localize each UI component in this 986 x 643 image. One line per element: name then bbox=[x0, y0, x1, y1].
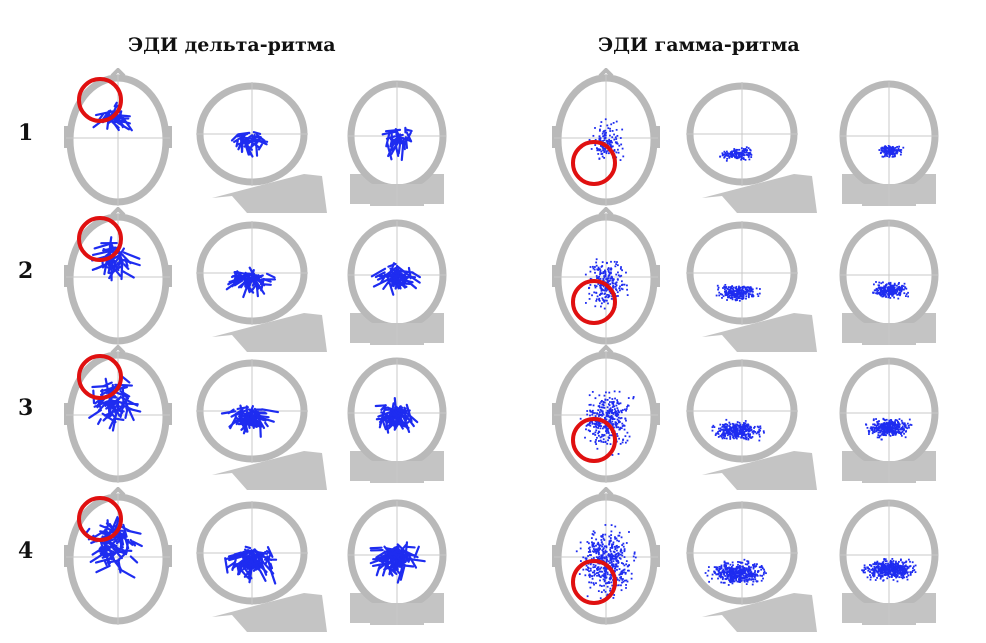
sagittal-dipoles bbox=[230, 131, 269, 158]
gamma-row1-coronal-view bbox=[839, 80, 939, 206]
gamma-row3-coronal-view bbox=[839, 357, 939, 483]
delta-row3-coronal-view bbox=[347, 357, 447, 483]
gamma-row3-marker-circle bbox=[571, 417, 617, 463]
gamma-row2-marker-circle bbox=[571, 279, 617, 325]
sagittal-dipoles bbox=[704, 558, 767, 586]
row-label-3: 3 bbox=[18, 395, 34, 421]
delta-title: ЭДИ дельта-ритма bbox=[128, 34, 336, 56]
gamma-row4-axial-view bbox=[552, 487, 660, 625]
delta-row1-coronal-view bbox=[347, 80, 447, 206]
sagittal-head-outline bbox=[196, 82, 327, 213]
gamma-row4-sagittal-view bbox=[686, 501, 817, 632]
delta-row2-sagittal-view bbox=[196, 221, 327, 352]
coronal-dipoles bbox=[374, 396, 419, 434]
delta-row2-coronal-view bbox=[347, 219, 447, 345]
gamma-title: ЭДИ гамма-ритма bbox=[598, 34, 800, 56]
axial-head-outline bbox=[552, 68, 660, 206]
gamma-row1-marker-circle bbox=[571, 140, 617, 186]
gamma-row2-coronal-view bbox=[839, 219, 939, 345]
delta-row4-marker-circle bbox=[77, 496, 123, 542]
sagittal-head-outline bbox=[686, 221, 817, 352]
row-label-1: 1 bbox=[18, 120, 34, 146]
gamma-row4-marker-circle bbox=[571, 559, 617, 605]
axial-dipoles bbox=[575, 524, 637, 600]
coronal-dipoles bbox=[370, 262, 422, 296]
delta-row1-axial-view bbox=[64, 68, 172, 206]
coronal-dipoles bbox=[878, 145, 905, 158]
gamma-row2-sagittal-view bbox=[686, 221, 817, 352]
sagittal-head-outline bbox=[686, 501, 817, 632]
sagittal-dipoles bbox=[719, 146, 753, 162]
sagittal-dipoles bbox=[715, 283, 761, 302]
delta-row3-sagittal-view bbox=[196, 359, 327, 490]
gamma-row3-axial-view bbox=[552, 345, 660, 483]
coronal-head-outline bbox=[839, 499, 939, 625]
row-label-2: 2 bbox=[18, 258, 34, 284]
sagittal-head-outline bbox=[686, 359, 817, 490]
coronal-dipoles bbox=[369, 541, 426, 584]
axial-head-outline bbox=[64, 68, 172, 206]
coronal-dipoles bbox=[865, 417, 913, 441]
gamma-row1-sagittal-view bbox=[686, 82, 817, 213]
coronal-dipoles bbox=[861, 557, 917, 583]
delta-row2-marker-circle bbox=[77, 216, 123, 262]
coronal-dipoles bbox=[872, 281, 910, 300]
gamma-row1-axial-view bbox=[552, 68, 660, 206]
coronal-dipoles bbox=[381, 126, 413, 162]
coronal-head-outline bbox=[347, 357, 447, 483]
delta-row2-axial-view bbox=[64, 207, 172, 345]
sagittal-dipoles bbox=[220, 404, 279, 438]
coronal-head-outline bbox=[839, 357, 939, 483]
sagittal-dipoles bbox=[224, 545, 278, 585]
row-label-4: 4 bbox=[18, 538, 34, 564]
sagittal-head-outline bbox=[686, 82, 817, 213]
delta-row4-sagittal-view bbox=[196, 501, 327, 632]
delta-row4-coronal-view bbox=[347, 499, 447, 625]
delta-row4-axial-view bbox=[64, 487, 172, 625]
delta-row3-marker-circle bbox=[77, 354, 123, 400]
axial-dipoles bbox=[88, 374, 142, 432]
delta-row1-sagittal-view bbox=[196, 82, 327, 213]
sagittal-dipoles bbox=[711, 418, 765, 442]
coronal-head-outline bbox=[839, 219, 939, 345]
coronal-head-outline bbox=[839, 80, 939, 206]
gamma-row2-axial-view bbox=[552, 207, 660, 345]
gamma-row4-coronal-view bbox=[839, 499, 939, 625]
delta-row3-axial-view bbox=[64, 345, 172, 483]
gamma-row3-sagittal-view bbox=[686, 359, 817, 490]
sagittal-dipoles bbox=[225, 266, 277, 299]
delta-row1-marker-circle bbox=[77, 77, 123, 123]
